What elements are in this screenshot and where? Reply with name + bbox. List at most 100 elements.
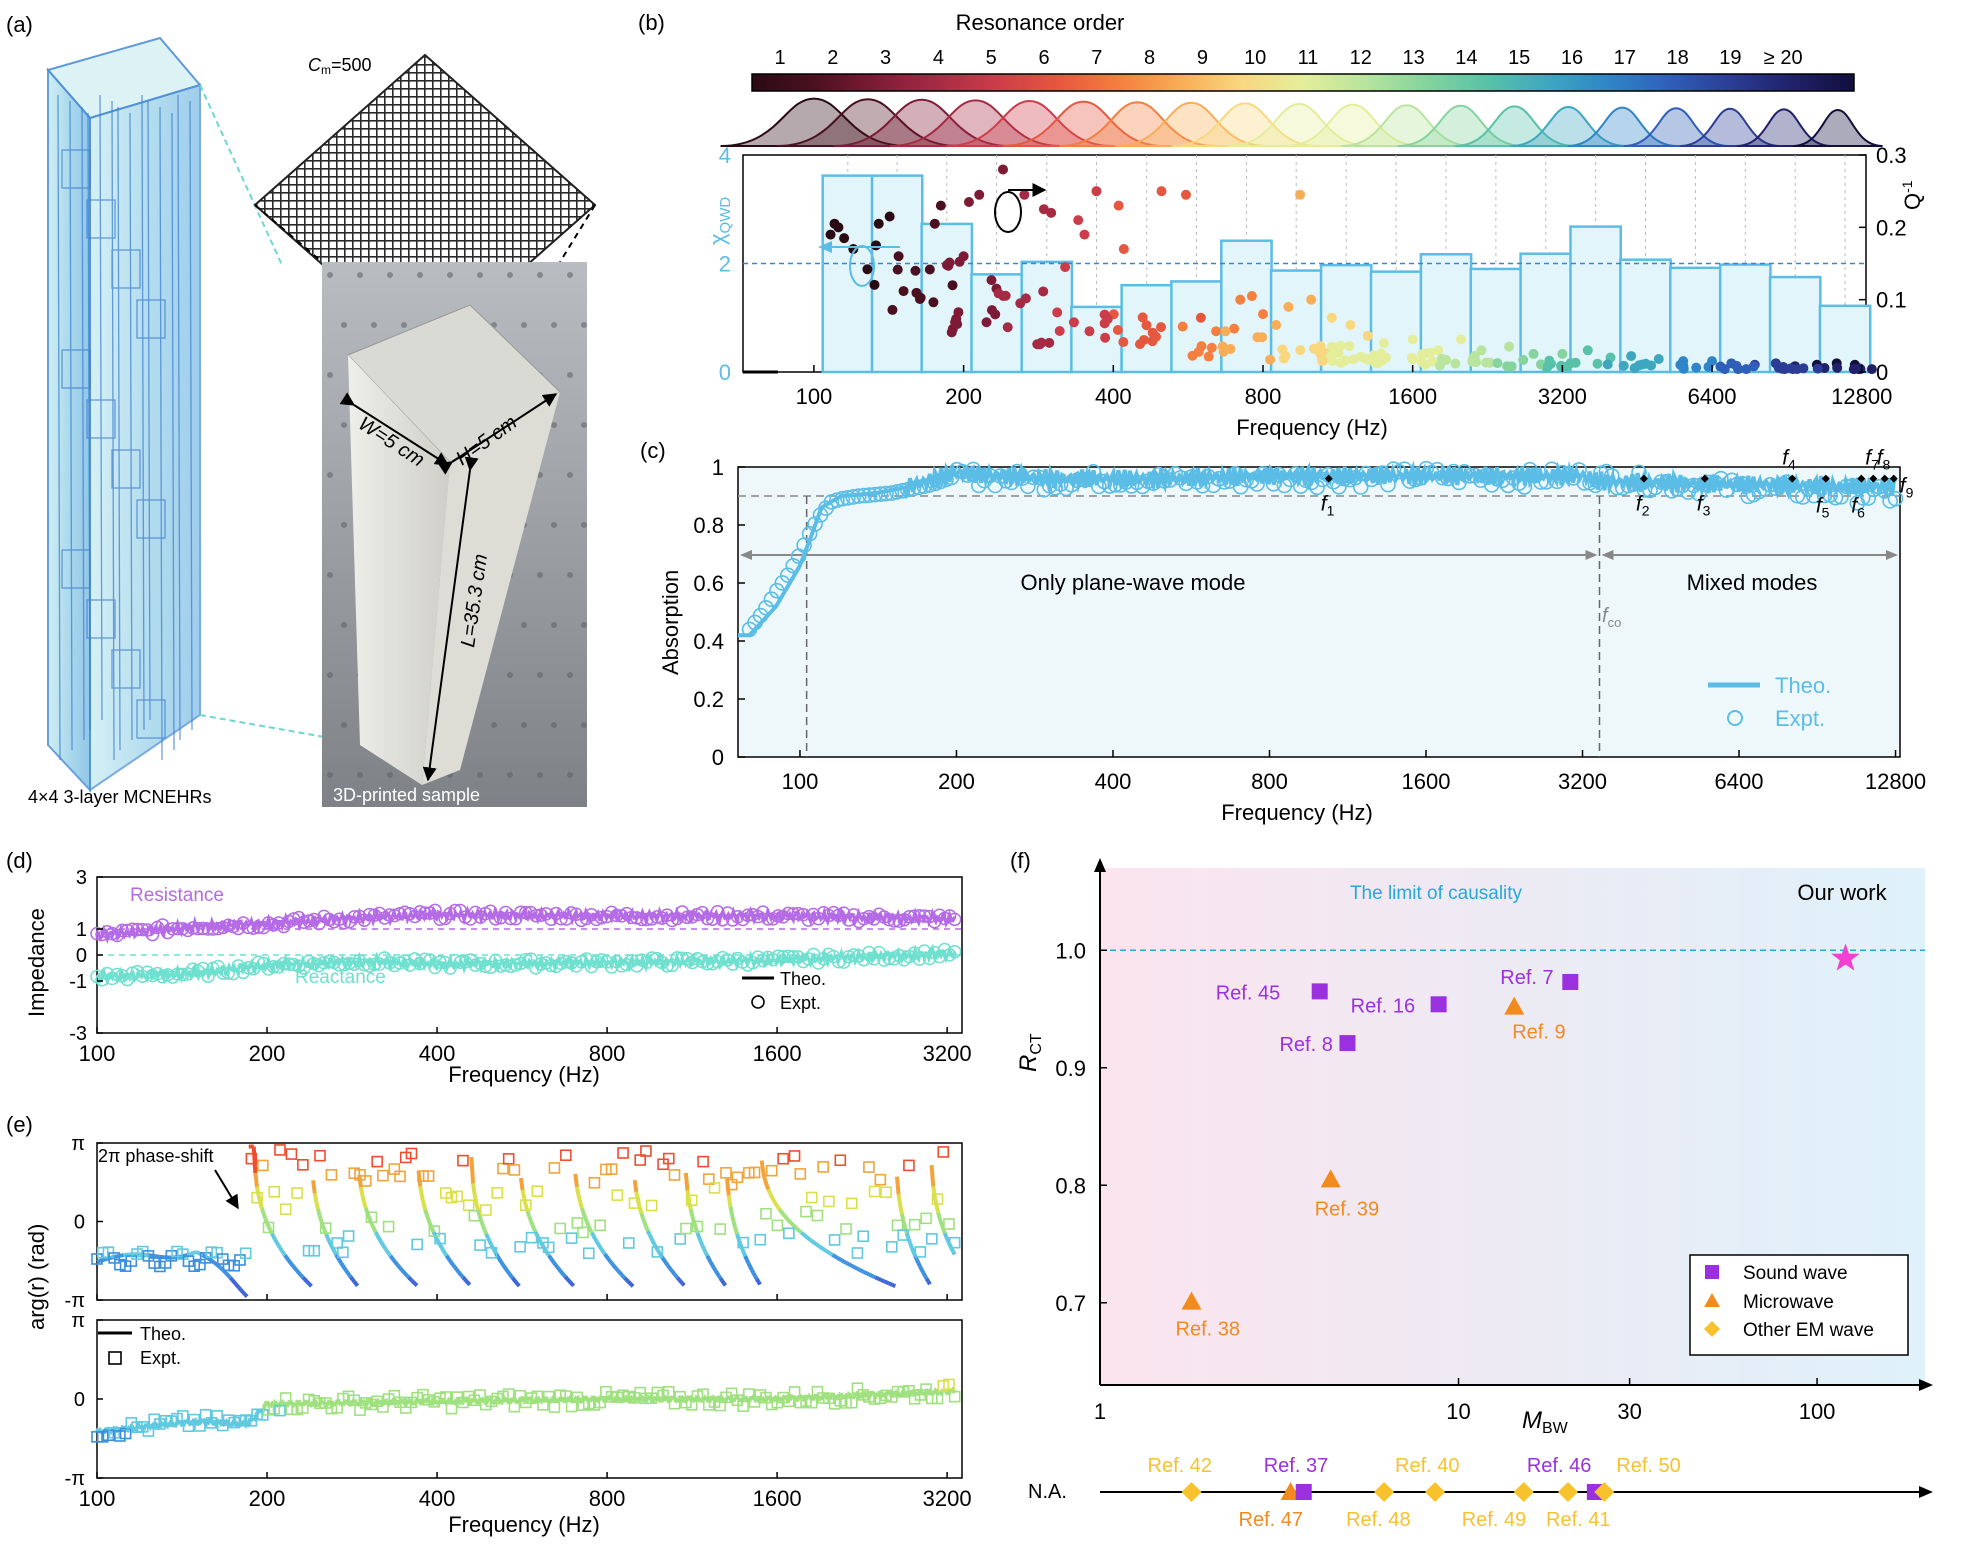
e-theo-seg-top [662, 1259, 668, 1265]
region-plane-wave: Only plane-wave mode [1020, 570, 1245, 595]
c-ytick-label-3: 0.6 [693, 571, 724, 596]
d-expt-resistance [680, 910, 695, 925]
e-theo-seg-top [501, 1263, 507, 1268]
b-scatter-42 [1433, 345, 1444, 356]
e-theo-seg-top [692, 1221, 698, 1229]
f-na-point-Ref37 [1295, 1484, 1312, 1500]
e-theo-seg-top [377, 1237, 383, 1243]
e-theo-seg-top [764, 1184, 771, 1191]
e-theo-seg-top [942, 1232, 949, 1238]
c-expt-point [1107, 477, 1123, 493]
e-theo-seg-top [886, 1280, 890, 1286]
b-ylabel-left: χQWD [705, 197, 734, 245]
c-expt-point [1200, 468, 1216, 485]
resonance-curve-16 [1567, 106, 1678, 147]
d-expt-resistance [635, 912, 649, 927]
e-theo-seg-top [799, 1231, 805, 1236]
e-theo-seg-top [801, 1232, 806, 1237]
c-expt-point [987, 477, 1003, 494]
e-expt-bottom [594, 1396, 606, 1409]
e-expt-top [783, 1227, 795, 1240]
d-expt-resistance [468, 905, 483, 920]
f-na-point-Ref42 [1181, 1482, 1202, 1502]
e-theo-seg-top [201, 1253, 206, 1258]
b-scatter-extra [1280, 351, 1291, 362]
d-expt-reactance [791, 950, 806, 964]
d-expt-reactance [826, 949, 841, 964]
resonance-curve-1 [720, 97, 908, 147]
e-theo-seg-top [393, 1261, 399, 1266]
d-expt-resistance [438, 911, 452, 926]
e-expt-top [468, 1209, 481, 1222]
b-scatter-extra [1703, 361, 1714, 372]
c-expt-point [1789, 487, 1806, 504]
d-expt-resistance [256, 920, 271, 935]
e-expt-top [491, 1187, 504, 1199]
e-theo-seg-top [755, 1277, 761, 1283]
e-theo-seg-top [863, 1270, 867, 1275]
model-channel-box [111, 249, 141, 289]
e-theo-seg-top [916, 1262, 922, 1268]
e-theo-seg-bottom [154, 1423, 160, 1429]
e-theo-seg-top [331, 1247, 337, 1253]
d-expt-resistance [554, 911, 568, 926]
b-scatter-extra [1020, 293, 1031, 304]
e-theo-seg-top [849, 1263, 854, 1268]
photo-dot [341, 522, 347, 528]
d-expt-reactance [433, 955, 447, 969]
e-theo-seg-top [239, 1288, 244, 1293]
photo-dot [581, 422, 587, 428]
photo-caption: 3D-printed sample [333, 785, 480, 805]
photo-dot [327, 372, 333, 378]
c-marker-sub: 8 [1883, 457, 1891, 473]
resonance-order-9: 9 [1197, 47, 1208, 69]
b-bar-19 [1768, 275, 1822, 374]
e-theo-seg-top [224, 1271, 229, 1276]
b-scatter-extra [1084, 326, 1095, 337]
d-ytick-label-1: -1 [69, 971, 87, 993]
b-scatter-37 [1326, 312, 1337, 323]
e-theo-seg-top [843, 1259, 847, 1265]
model-channel-line [189, 100, 193, 731]
resonance-order-3: 3 [880, 47, 891, 69]
e-theo-seg-top [791, 1223, 797, 1229]
d-expt-reactance [221, 966, 235, 980]
c-expt-point [1794, 489, 1811, 505]
c-xtick-label-4: 1600 [1402, 769, 1451, 794]
b-scatter-extra [1068, 317, 1079, 328]
c-expt-point [1336, 470, 1353, 487]
resonance-curve-2 [776, 98, 959, 147]
e-theo-seg-top [573, 1173, 579, 1188]
e-theo-seg-top [779, 1210, 785, 1216]
panel-b-letter: (b) [638, 10, 665, 35]
e-expt-top [359, 1175, 372, 1187]
legend-microwave-marker [1704, 1293, 1720, 1307]
e-theo-seg-top [753, 1275, 759, 1280]
e-theo-seg-top [311, 1179, 317, 1194]
c-expt-point [1145, 475, 1162, 491]
b-scatter-extra [1333, 347, 1344, 358]
c-marker-f8 [1880, 474, 1889, 483]
e-theo-seg-top [846, 1261, 851, 1267]
c-marker-f9 [1889, 474, 1898, 483]
d-ytick-label-2: 0 [76, 945, 87, 967]
e-theo-seg-bottom [384, 1397, 389, 1403]
b-bar-12 [1419, 253, 1473, 374]
e-theo-seg-top [789, 1221, 795, 1227]
e-theo-seg-top [741, 1251, 748, 1257]
e-theo-seg-top [303, 1278, 308, 1283]
e-theo-seg-bottom [535, 1395, 541, 1401]
c-expt-point [1380, 476, 1396, 493]
d-expt-resistance [120, 923, 135, 938]
b-scatter-0 [825, 229, 836, 240]
f-na-label-2: Ref. 37 [1264, 1455, 1328, 1477]
e-expt-top [554, 1222, 566, 1235]
e-theo-seg-top [697, 1236, 703, 1243]
f-na-label-5: Ref. 49 [1462, 1509, 1526, 1531]
panel-b: (b) Resonance order 1 2 3 4 5 6 7 8 9 10 11 12 13 14 1… [638, 10, 1925, 440]
f-xlabel: MBW [1522, 1407, 1569, 1437]
e-theo-seg-top [728, 1205, 734, 1216]
e-theo-seg-top [681, 1282, 686, 1287]
e-theo-seg-top [337, 1259, 343, 1265]
e-theo-seg-top [230, 1278, 236, 1284]
